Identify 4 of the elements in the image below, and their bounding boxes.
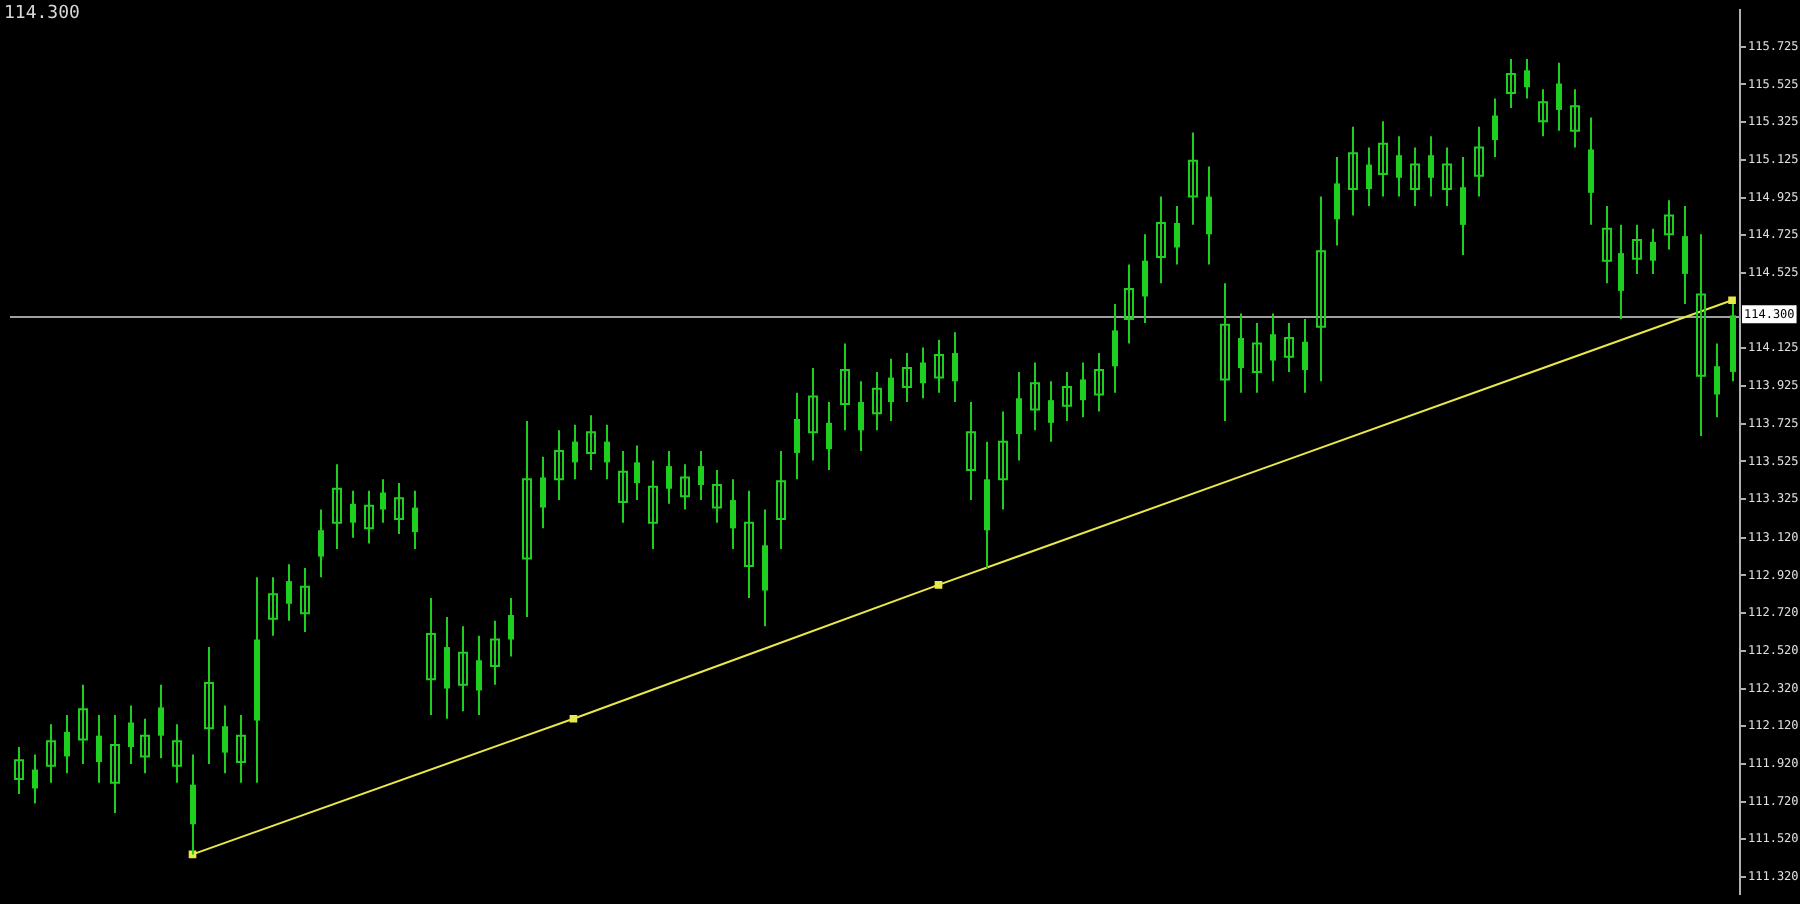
point: [569, 714, 578, 723]
point: [1728, 296, 1736, 305]
point: [934, 581, 943, 589]
annotation: 114.300: [4, 3, 80, 24]
